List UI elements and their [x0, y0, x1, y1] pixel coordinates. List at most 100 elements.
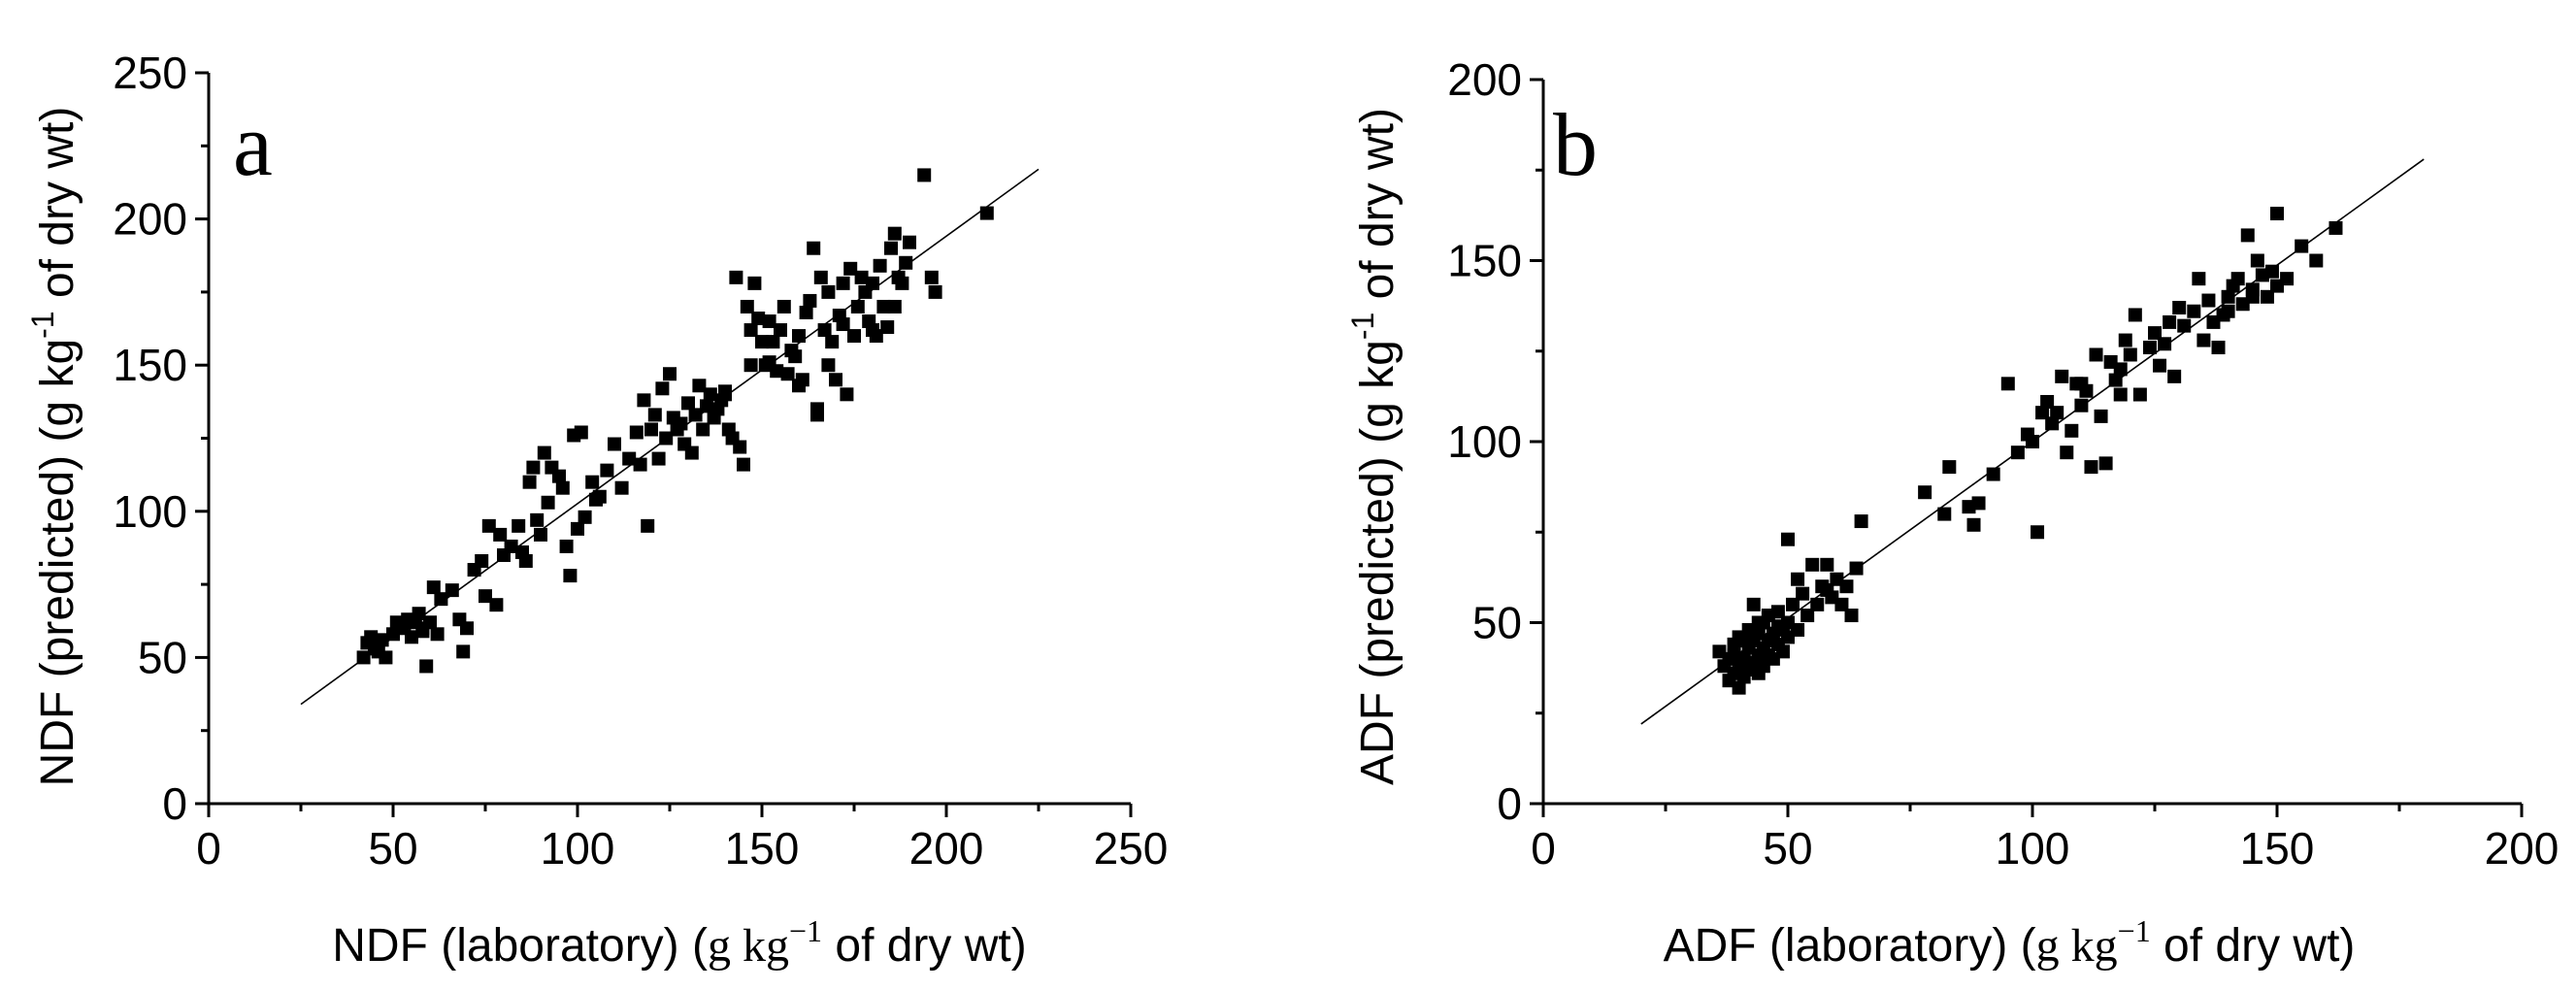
data-point [2074, 398, 2089, 412]
data-point [585, 475, 600, 489]
data-point [434, 592, 448, 607]
data-point [504, 539, 518, 553]
data-point [2264, 264, 2279, 279]
data-point [541, 495, 555, 510]
data-point [774, 323, 787, 338]
data-point [2060, 446, 2074, 460]
data-point [644, 422, 658, 437]
data-point [574, 425, 588, 440]
data-point [522, 475, 537, 489]
x-tick-label: 100 [541, 823, 615, 874]
data-point [2172, 300, 2187, 314]
data-point [2260, 289, 2274, 304]
data-point [2040, 394, 2055, 409]
data-point [1937, 507, 1952, 521]
data-point [552, 469, 566, 483]
data-point [364, 630, 379, 644]
data-point [1810, 597, 1825, 611]
data-point [703, 387, 717, 402]
y-tick-label: 150 [1447, 236, 1522, 286]
data-point [1761, 648, 1775, 663]
data-point [1727, 648, 1741, 663]
data-point [2196, 333, 2211, 347]
data-point [836, 317, 850, 332]
data-point [526, 460, 541, 475]
data-point [475, 554, 489, 569]
data-point [412, 607, 426, 621]
y-tick-label: 200 [113, 194, 187, 245]
data-point [776, 299, 791, 314]
x-tick-label: 150 [725, 823, 800, 874]
data-point [415, 624, 430, 639]
data-point [1796, 586, 1810, 601]
data-point [534, 527, 547, 542]
data-point [2108, 373, 2123, 387]
data-point [2240, 228, 2255, 243]
panel-b: b 0 50 100 150 200 0 50 100 150 200 ADF (laborato… [1345, 54, 2559, 972]
data-point [762, 355, 776, 370]
data-point [2035, 406, 2050, 420]
data-point [571, 521, 584, 536]
data-point [1986, 467, 2000, 481]
data-point [651, 451, 666, 466]
data-point [917, 168, 932, 182]
data-point [479, 589, 492, 604]
x-axis-title: NDF (laboratory) (g kg−1 of dry wt) [332, 913, 1026, 972]
data-point [792, 329, 806, 344]
data-point [718, 384, 732, 399]
data-point [788, 349, 803, 364]
data-point [2094, 409, 2108, 423]
data-point [2098, 456, 2113, 471]
data-point [2123, 347, 2137, 362]
data-point [622, 451, 637, 466]
data-point [2128, 308, 2142, 322]
data-point [563, 569, 578, 583]
data-point [887, 226, 902, 241]
data-point [2230, 272, 2245, 286]
data-point [829, 373, 842, 387]
data-point [895, 276, 909, 290]
data-point [737, 457, 750, 472]
data-point [2089, 347, 2103, 362]
x-tick-label: 150 [2240, 823, 2315, 874]
data-point [2045, 416, 2060, 431]
data-point [515, 544, 529, 559]
data-point [1942, 460, 1957, 475]
data-point [755, 335, 769, 349]
y-tick-label: 250 [113, 48, 187, 98]
data-point [866, 323, 879, 338]
data-point [1918, 485, 1932, 500]
data-point [684, 446, 699, 460]
y-tick-label: 100 [1447, 416, 1522, 467]
data-point [1736, 634, 1751, 648]
data-point [688, 408, 703, 422]
data-point [924, 270, 939, 284]
data-point [1800, 609, 1815, 623]
data-point [2113, 362, 2128, 377]
data-point [2084, 460, 2098, 475]
data-point [2031, 525, 2045, 540]
data-point [899, 255, 913, 270]
data-point [589, 492, 603, 507]
data-point [740, 299, 754, 314]
panel-a: a 0 50 100 150 200 250 0 50 100 150 200 250 NDF (la… [25, 48, 1168, 972]
data-point [1844, 609, 1859, 623]
data-point [847, 329, 861, 344]
y-tick-label: 200 [1447, 54, 1522, 105]
data-point [2221, 289, 2235, 304]
data-points [356, 168, 994, 674]
data-point [743, 358, 758, 373]
data-point [2113, 387, 2128, 402]
data-point [1786, 597, 1800, 611]
data-point [2245, 289, 2260, 304]
data-point [2250, 253, 2264, 268]
data-point [854, 270, 869, 284]
y-tick-label: 0 [162, 778, 187, 829]
data-point [836, 276, 850, 290]
data-point [821, 284, 836, 299]
x-tick-label: 50 [1763, 823, 1812, 874]
data-point [876, 299, 891, 314]
data-point [733, 440, 747, 454]
data-point [1971, 496, 1986, 511]
